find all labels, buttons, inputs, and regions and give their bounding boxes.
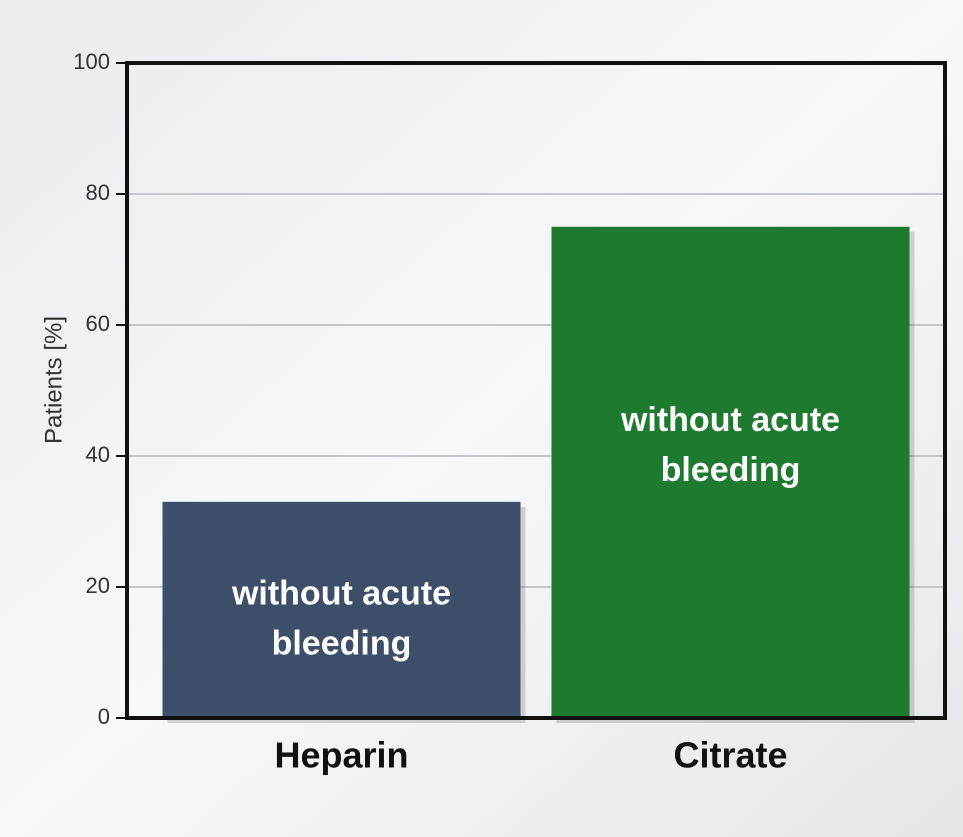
y-axis-label: Patients [%] [40,316,67,444]
x-tick-label: Citrate [673,735,787,776]
y-tick-label: 60 [86,311,110,336]
y-tick-label: 0 [98,704,110,729]
bar [162,501,521,718]
bar-annotation: without acute [231,575,451,613]
y-tick-label: 20 [86,573,110,598]
bar [551,226,910,718]
y-tick-label: 80 [86,180,110,205]
x-tick-label: Heparin [274,735,408,776]
bar-annotation: without acute [620,401,840,439]
bar-annotation: bleeding [272,625,412,663]
plot-frame [125,61,947,720]
y-tick-label: 100 [73,49,110,74]
bar-annotation: bleeding [661,451,801,489]
y-tick-label: 40 [86,442,110,467]
